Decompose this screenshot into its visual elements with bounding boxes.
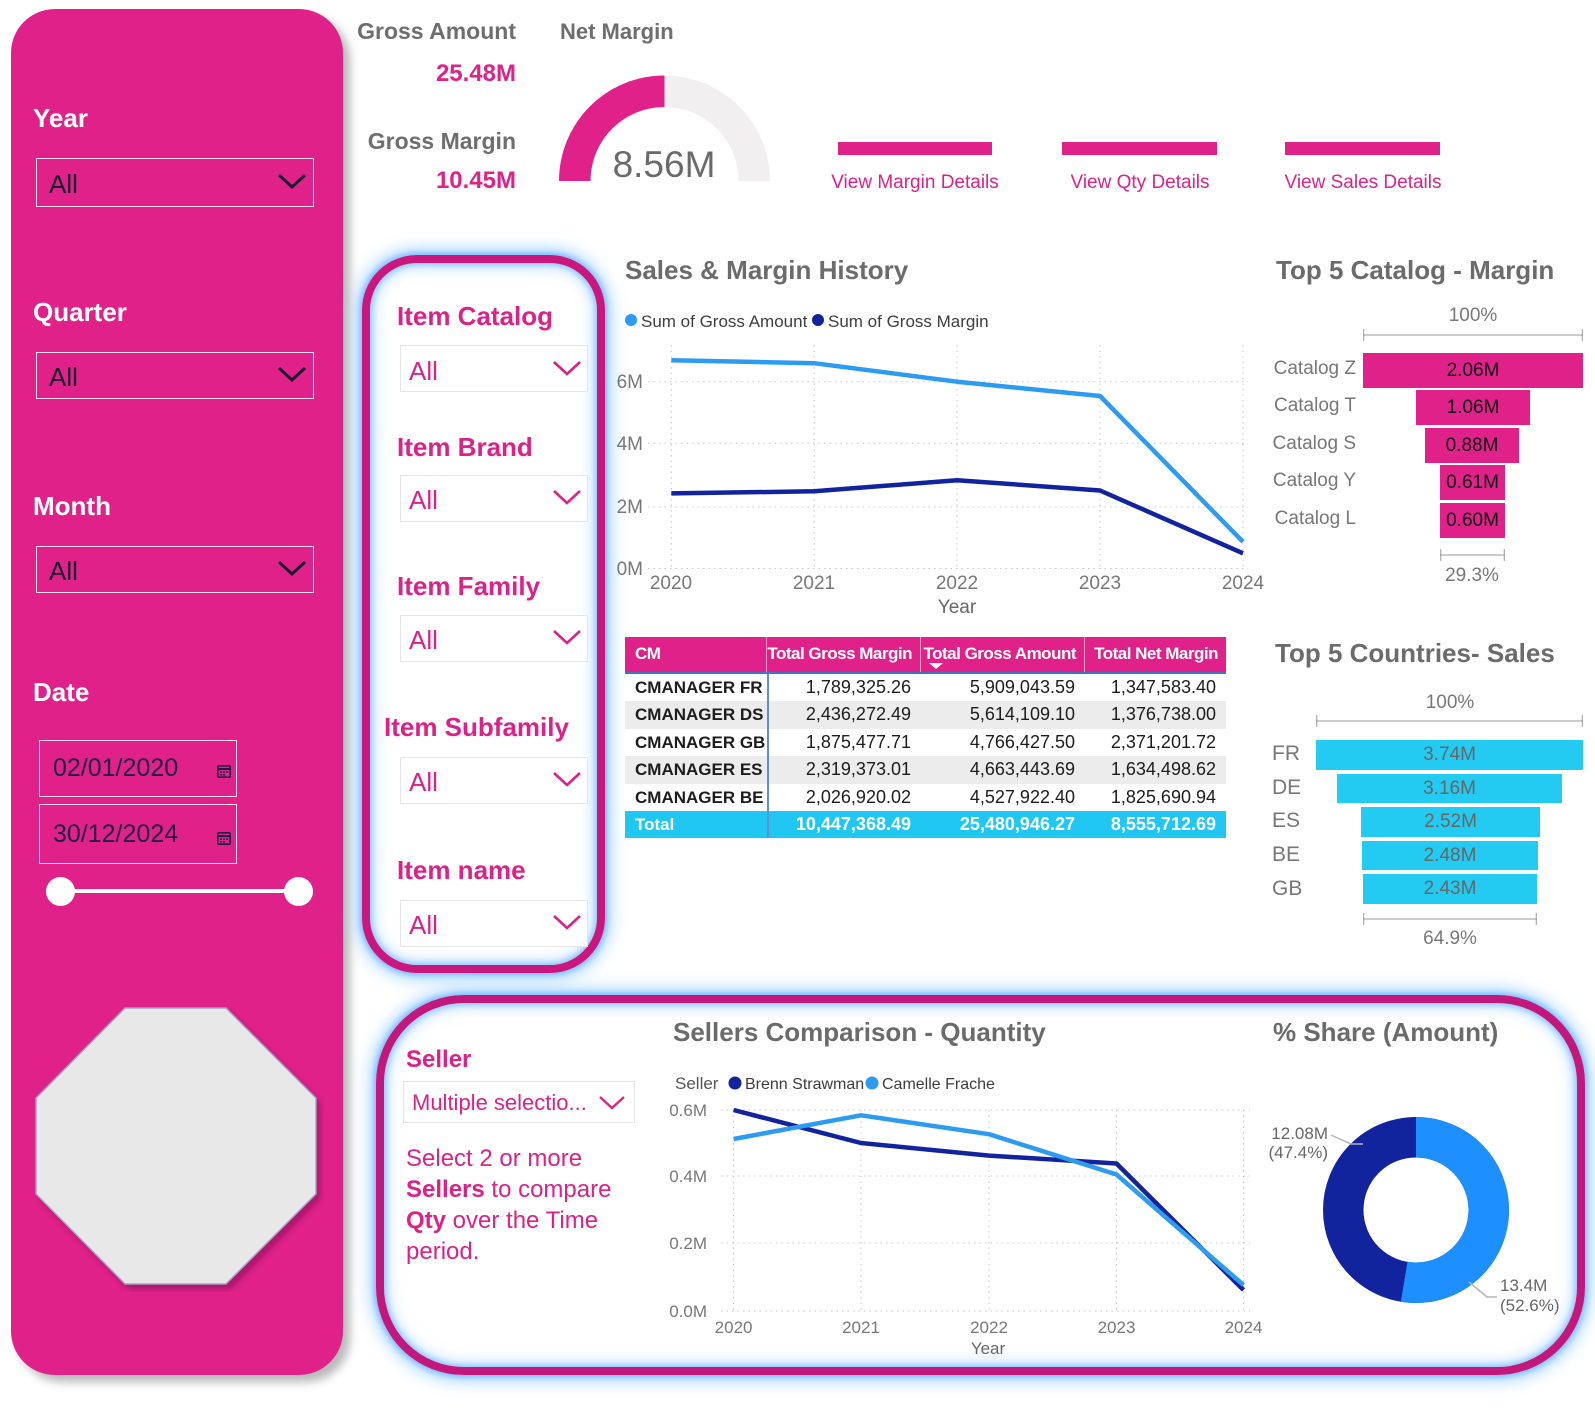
svg-text:Sum of Gross Margin: Sum of Gross Margin [828, 312, 989, 331]
svg-text:(52.6%): (52.6%) [1500, 1296, 1560, 1315]
svg-text:2M: 2M [617, 497, 643, 518]
svg-text:0.0M: 0.0M [669, 1302, 707, 1321]
svg-text:Camelle Frache: Camelle Frache [882, 1076, 995, 1093]
svg-text:2021: 2021 [793, 573, 835, 594]
svg-text:2020: 2020 [650, 573, 692, 594]
svg-text:0M: 0M [617, 559, 643, 580]
svg-text:2022: 2022 [936, 573, 978, 594]
svg-text:2024: 2024 [1225, 1318, 1263, 1337]
svg-text:4M: 4M [617, 434, 643, 455]
svg-text:2024: 2024 [1222, 573, 1265, 594]
svg-text:2022: 2022 [970, 1318, 1008, 1337]
svg-text:Brenn Strawman: Brenn Strawman [745, 1076, 864, 1093]
svg-text:2023: 2023 [1079, 573, 1121, 594]
svg-text:13.4M: 13.4M [1500, 1276, 1547, 1295]
svg-text:0.6M: 0.6M [669, 1101, 707, 1120]
svg-text:0.2M: 0.2M [669, 1234, 707, 1253]
svg-text:(47.4%): (47.4%) [1268, 1143, 1328, 1162]
svg-text:2020: 2020 [715, 1318, 753, 1337]
svg-text:12.08M: 12.08M [1271, 1124, 1328, 1143]
svg-text:0.4M: 0.4M [669, 1167, 707, 1186]
svg-text:2023: 2023 [1098, 1318, 1136, 1337]
svg-text:Seller: Seller [675, 1074, 719, 1093]
svg-text:Year: Year [938, 597, 977, 618]
svg-text:Sum of Gross Amount: Sum of Gross Amount [641, 312, 808, 331]
svg-text:Year: Year [971, 1339, 1006, 1358]
svg-text:2021: 2021 [842, 1318, 880, 1337]
svg-text:6M: 6M [617, 372, 643, 393]
